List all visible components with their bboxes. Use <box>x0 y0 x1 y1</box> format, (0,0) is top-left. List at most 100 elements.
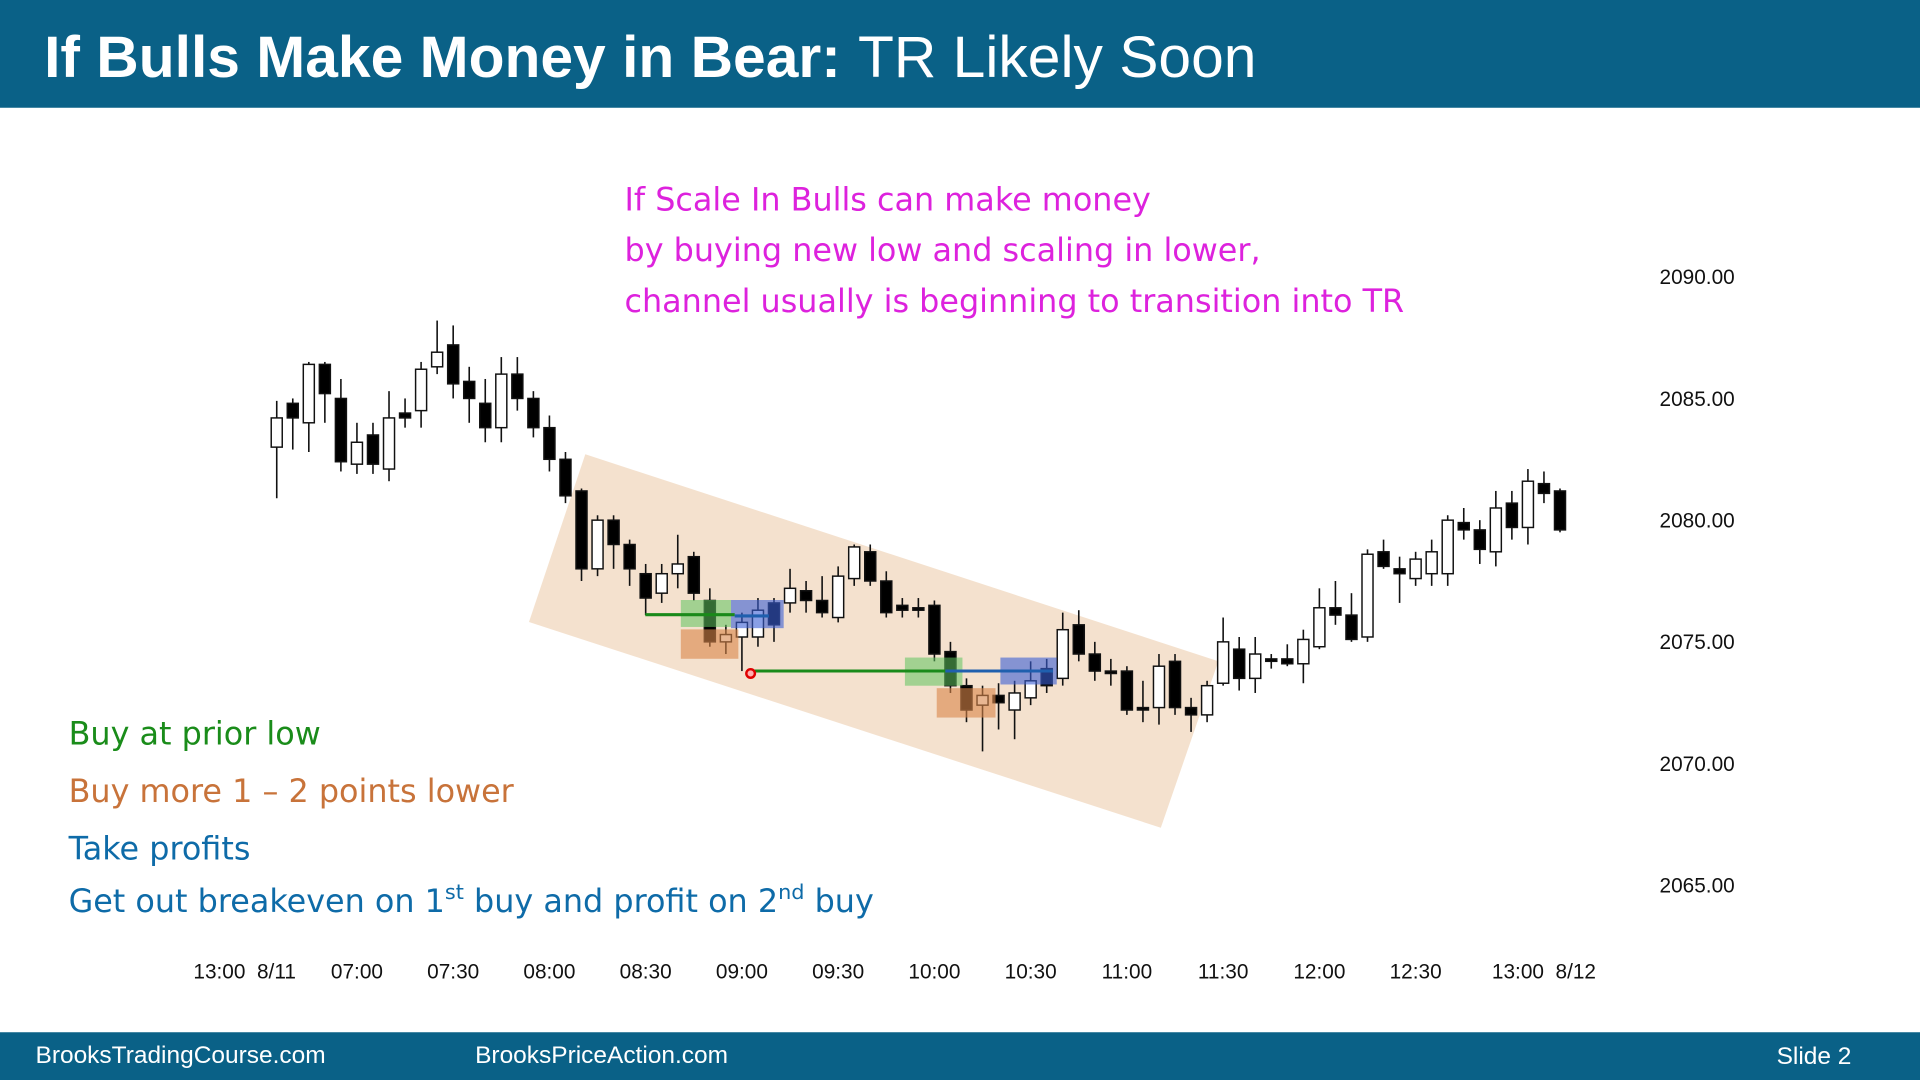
candle-body <box>1345 614 1358 641</box>
candle-body <box>350 441 364 465</box>
candle-body <box>559 458 572 497</box>
candle-body <box>880 580 893 614</box>
x-tick-label: 09:30 <box>812 960 864 983</box>
x-tick-label: 07:00 <box>331 960 383 983</box>
candles <box>270 320 1567 752</box>
note-part: buy <box>804 882 873 920</box>
candle-body <box>543 426 556 461</box>
candle-body <box>815 599 829 614</box>
candle-body <box>1056 628 1069 680</box>
candle-body <box>799 590 813 602</box>
candle-body <box>1505 502 1519 529</box>
channel <box>528 454 1219 828</box>
candle-body <box>462 380 476 400</box>
candle-body <box>912 607 925 611</box>
candle-body <box>928 604 941 655</box>
candle-body <box>1553 490 1567 531</box>
x-tick-label: 13:00 8/11 <box>193 960 296 983</box>
candle-body <box>511 373 524 400</box>
y-tick-label: 2090.00 <box>1660 266 1735 289</box>
y-tick-label: 2080.00 <box>1660 510 1735 533</box>
candle-body <box>575 490 588 570</box>
candle-body <box>318 363 332 395</box>
note-part: buy and profit on 2 <box>464 882 778 920</box>
candle-body <box>430 351 444 368</box>
candle-body <box>1281 658 1294 665</box>
candle-body <box>1168 660 1182 709</box>
x-tick-label: 07:30 <box>427 960 479 983</box>
x-tick-label: 10:30 <box>1005 960 1057 983</box>
candle-body <box>655 572 668 594</box>
note-part: Get out breakeven on 1 <box>69 882 445 920</box>
note: Take profits <box>68 830 251 868</box>
candle-body <box>1361 553 1374 638</box>
annotation: If Scale In Bulls can make money by buyi… <box>624 0 1434 320</box>
candle-body <box>1425 551 1438 575</box>
x-tick-label: 11:00 <box>1102 960 1153 983</box>
candle-body <box>479 402 492 429</box>
candle-body <box>366 434 380 465</box>
candle-body <box>607 519 620 546</box>
trade-markers <box>645 600 1057 718</box>
profit-box <box>731 600 784 629</box>
candle-body <box>1457 521 1471 531</box>
annotation-line: If Scale In Bulls can make money <box>624 181 1150 219</box>
x-tick-label: 08:30 <box>620 960 672 983</box>
candle-body <box>1088 653 1102 672</box>
footer-bar <box>0 1032 1920 1080</box>
annotation-line: by buying new low and scaling in lower, <box>624 231 1260 269</box>
candle-body <box>1313 607 1326 648</box>
candle-body <box>1393 568 1406 575</box>
y-tick-label: 2075.00 <box>1660 631 1735 654</box>
candle-body <box>382 417 396 470</box>
candle-body <box>1489 507 1503 553</box>
candle-body <box>591 519 604 570</box>
candle-body <box>671 563 684 575</box>
title-bold: If Bulls Make Money in Bear: <box>44 25 841 90</box>
note: Buy more 1 – 2 points lower <box>69 772 515 810</box>
note: Buy at prior low <box>69 714 321 752</box>
buy-more-box <box>680 629 739 659</box>
candle-body <box>687 555 701 594</box>
candle-body <box>1521 480 1535 529</box>
candle-body <box>1473 529 1487 551</box>
x-tick-label: 10:00 <box>908 960 960 983</box>
candle-body <box>398 412 412 419</box>
candle-body <box>1216 641 1230 684</box>
candle-body <box>1120 670 1134 711</box>
candle-body <box>1072 624 1086 655</box>
y-tick-label: 2070.00 <box>1660 753 1735 776</box>
candle-body <box>1200 684 1214 716</box>
candle-body <box>623 543 636 570</box>
x-tick-label: 09:00 <box>716 960 768 983</box>
footer-left: BrooksTradingCourse.com <box>36 1042 326 1069</box>
entry-dot <box>745 667 757 679</box>
candle-body <box>1184 706 1198 716</box>
candle-body <box>1297 638 1310 665</box>
slide-number: Slide 2 <box>1777 1043 1852 1070</box>
candle-body <box>334 397 348 463</box>
candle-body <box>1265 658 1278 663</box>
candle-body <box>1537 482 1551 495</box>
candle-body <box>527 397 540 429</box>
candle-body <box>783 587 797 604</box>
candle-body <box>639 572 652 599</box>
candle-body <box>270 417 283 448</box>
candle-body <box>864 551 877 582</box>
x-tick-label: 12:00 <box>1293 960 1345 983</box>
x-tick-label: 11:30 <box>1198 960 1249 983</box>
footer-center: BrooksPriceAction.com <box>475 1042 728 1069</box>
y-tick-label: 2065.00 <box>1660 875 1735 898</box>
candle-body <box>302 363 316 424</box>
candle-body <box>831 575 845 619</box>
candle-body <box>1008 692 1021 711</box>
candle-body <box>446 344 460 385</box>
x-tick-label: 12:30 <box>1390 960 1442 983</box>
candle-body <box>414 368 428 412</box>
slide-title: If Bulls Make Money in Bear: TR Likely So… <box>44 25 1256 90</box>
candle-body <box>1409 558 1422 580</box>
y-tick-label: 2085.00 <box>1660 388 1735 411</box>
candle-body <box>286 402 300 419</box>
candle-body <box>1136 706 1150 711</box>
